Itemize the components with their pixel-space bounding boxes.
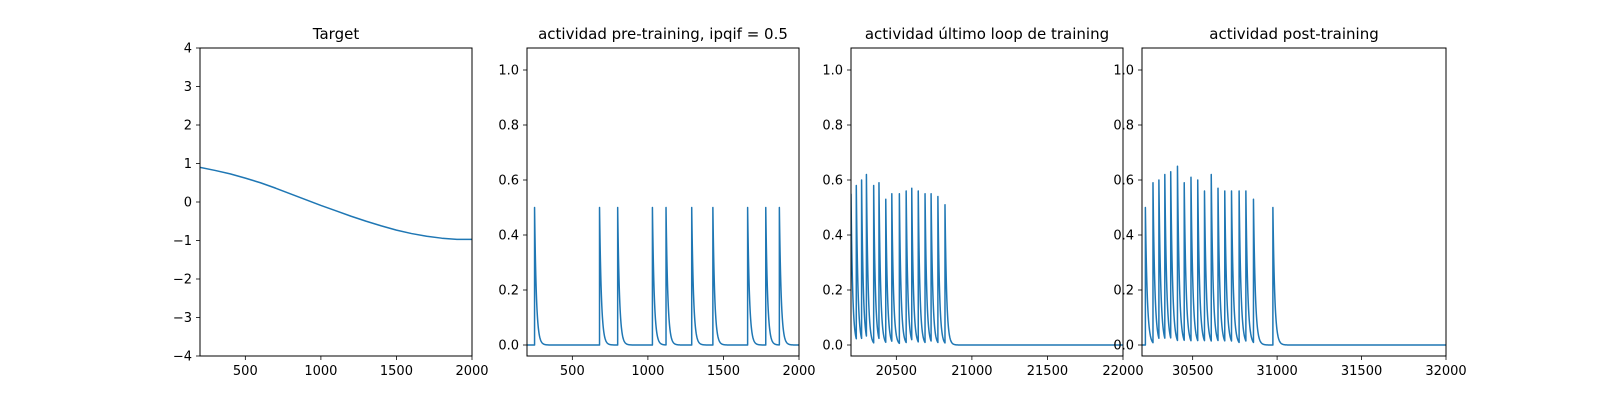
y-tick-label: 0.4 (1113, 229, 1134, 244)
y-tick-label: 0.6 (1113, 174, 1134, 189)
x-tick-label: 22000 (1102, 364, 1143, 379)
x-tick-label: 500 (233, 364, 258, 379)
panel-target: 500 1000 1500 2000 −4 −3 −2 −1 0 1 2 3 4 Target (173, 25, 489, 379)
x-tick-label: 1000 (631, 364, 664, 379)
x-tick-label: 31500 (1341, 364, 1382, 379)
panel-post-training: 30500 31000 31500 32000 0.0 0.2 0.4 0.6 0.8 1.0 ac… (1113, 25, 1466, 379)
y-tick-label: 0.4 (498, 229, 519, 244)
panel-title: actividad pre-training, ipqif = 0.5 (538, 25, 788, 43)
y-tick-label: −3 (173, 311, 192, 326)
x-tick-label: 1500 (380, 364, 413, 379)
x-tick-label: 1500 (707, 364, 740, 379)
y-tick-label: 1 (184, 157, 192, 172)
panel-title: Target (312, 25, 360, 43)
x-tick-label: 32000 (1425, 364, 1466, 379)
y-tick-label: 4 (184, 42, 192, 57)
y-tick-label: 0.6 (822, 174, 843, 189)
y-tick-label: 0.2 (1113, 284, 1134, 299)
y-tick-label: 0.2 (498, 284, 519, 299)
y-tick-label: 0.8 (498, 119, 519, 134)
y-tick-label: 1.0 (822, 64, 843, 79)
axis-frame (199, 47, 473, 357)
axis-frame (526, 47, 800, 357)
series-line (200, 166, 472, 241)
y-tick-label: 1.0 (498, 64, 519, 79)
x-tick-label: 2000 (782, 364, 815, 379)
panel-title: actividad último loop de training (865, 25, 1109, 43)
series-line (527, 206, 799, 346)
y-tick-label: 1.0 (1113, 64, 1134, 79)
panel-title: actividad post-training (1209, 25, 1378, 43)
y-tick-label: 0 (184, 196, 192, 211)
x-tick-label: 2000 (455, 364, 488, 379)
y-tick-label: 2 (184, 119, 192, 134)
y-tick-label: 0.8 (822, 119, 843, 134)
series-line (851, 173, 1123, 346)
y-tick-label: 0.4 (822, 229, 843, 244)
x-tick-label: 500 (560, 364, 585, 379)
x-tick-label: 31000 (1256, 364, 1297, 379)
y-tick-label: −1 (173, 234, 192, 249)
y-tick-label: 0.8 (1113, 119, 1134, 134)
axis-frame (1141, 47, 1447, 357)
x-tick-label: 21000 (951, 364, 992, 379)
panel-last-training-loop: 20500 21000 21500 22000 0.0 0.2 0.4 0.6 0.8 1.0 ac… (822, 25, 1143, 379)
y-tick-label: 0.2 (822, 284, 843, 299)
series-line (1142, 165, 1446, 346)
y-tick-label: 3 (184, 80, 192, 95)
axis-frame (850, 47, 1124, 357)
panel-pre-training: 500 1000 1500 2000 0.0 0.2 0.4 0.6 0.8 1.0 activid… (498, 25, 815, 379)
y-tick-label: 0.0 (822, 339, 843, 354)
y-tick-label: −4 (173, 350, 192, 365)
y-tick-label: 0.0 (1113, 339, 1134, 354)
x-tick-label: 21500 (1027, 364, 1068, 379)
x-tick-label: 30500 (1172, 364, 1213, 379)
y-tick-label: 0.0 (498, 339, 519, 354)
x-tick-label: 1000 (304, 364, 337, 379)
y-tick-label: −2 (173, 273, 192, 288)
x-tick-label: 20500 (876, 364, 917, 379)
y-tick-label: 0.6 (498, 174, 519, 189)
